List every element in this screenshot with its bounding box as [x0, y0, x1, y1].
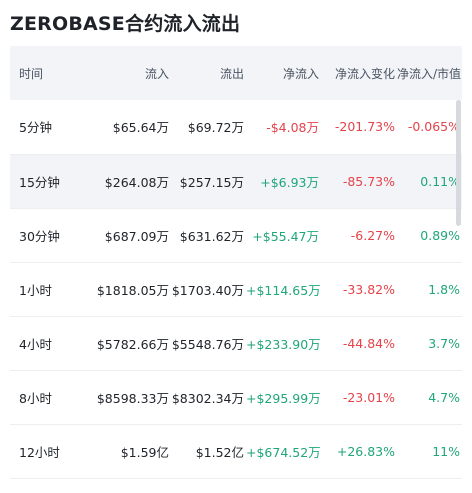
row-outflow-cell: $5548.76万	[171, 336, 244, 352]
row-net-inflow-cell: +$233.90万	[246, 336, 321, 352]
row-time-cell: 5分钟	[19, 120, 52, 136]
row-outflow-cell: $1703.40万	[171, 282, 244, 298]
table-row[interactable]: 4小时 $5782.66万 $5548.76万 +$233.90万 -44.84% 3.7…	[10, 316, 462, 370]
row-net-ratio-cell: -0.065%	[407, 119, 460, 135]
row-net-change-cell: -23.01%	[342, 389, 395, 405]
vertical-scrollbar[interactable]	[456, 100, 461, 226]
row-time-cell: 15分钟	[19, 174, 60, 190]
row-net-inflow-cell: +$295.99万	[246, 390, 321, 406]
row-inflow-cell: $687.09万	[104, 228, 169, 244]
table-row[interactable]: 1小时 $1818.05万 $1703.40万 +$114.65万 -33.82% 1.8…	[10, 262, 462, 316]
row-outflow-cell: $1.52亿	[195, 444, 244, 460]
table-row[interactable]: 12小时 $1.59亿 $1.52亿 +$674.52万 +26.83% 11%	[10, 424, 462, 478]
row-outflow-cell: $631.62万	[179, 228, 244, 244]
row-net-inflow-cell: +$6.93万	[260, 174, 319, 190]
row-net-change-cell: -201.73%	[334, 119, 395, 135]
column-header-net-change: 净流入变化	[334, 66, 395, 81]
page-title: ZEROBASE合约流入流出	[10, 13, 241, 35]
row-net-ratio-cell: 11%	[432, 443, 460, 459]
table-row[interactable]: 5分钟 $65.64万 $69.72万 -$4.08万 -201.73% -0.065%	[10, 100, 462, 154]
column-header-outflow: 流出	[219, 66, 244, 81]
row-net-ratio-cell: 4.7%	[428, 389, 460, 405]
table-row[interactable]: 8小时 $8598.33万 $8302.34万 +$295.99万 -23.01% 4.7…	[10, 370, 462, 424]
row-net-inflow-cell: +$55.47万	[252, 228, 319, 244]
table-header-row: 时间 流入 流出 净流入 净流入变化 净流入/市值	[10, 46, 462, 100]
row-outflow-cell: $257.15万	[179, 174, 244, 190]
row-time-cell: 12小时	[19, 444, 60, 460]
row-net-change-cell: -33.82%	[342, 281, 395, 297]
row-net-ratio-cell: 1.8%	[428, 281, 460, 297]
column-header-net-inflow: 净流入	[282, 66, 319, 81]
row-net-change-cell: -6.27%	[350, 227, 395, 243]
row-net-inflow-cell: -$4.08万	[266, 120, 319, 136]
row-net-inflow-cell: +$114.65万	[246, 282, 321, 298]
row-net-ratio-cell: 0.89%	[420, 227, 460, 243]
row-time-cell: 4小时	[19, 336, 52, 352]
row-outflow-cell: $8302.34万	[171, 390, 244, 406]
row-net-inflow-cell: +$674.52万	[246, 444, 321, 460]
row-time-cell: 1小时	[19, 282, 52, 298]
row-inflow-cell: $5782.66万	[96, 336, 169, 352]
row-net-change-cell: +26.83%	[336, 443, 395, 459]
row-net-ratio-cell: 3.7%	[428, 335, 460, 351]
row-net-ratio-cell: 0.11%	[420, 173, 460, 189]
column-header-time: 时间	[19, 66, 44, 81]
row-time-cell: 8小时	[19, 390, 52, 406]
column-header-inflow: 流入	[144, 66, 169, 81]
table-row[interactable]: 15分钟 $264.08万 $257.15万 +$6.93万 -85.73% 0.11%	[10, 154, 462, 208]
row-outflow-cell: $69.72万	[187, 120, 244, 136]
row-inflow-cell: $264.08万	[104, 174, 169, 190]
row-inflow-cell: $8598.33万	[96, 390, 169, 406]
flow-table-container: 时间 流入 流出 净流入 净流入变化 净流入/市值 5分钟 $65.64万 $69.…	[10, 46, 462, 493]
row-inflow-cell: $1.59亿	[120, 444, 169, 460]
row-inflow-cell: $1818.05万	[96, 282, 169, 298]
row-net-change-cell: -85.73%	[342, 173, 395, 189]
flow-table: 时间 流入 流出 净流入 净流入变化 净流入/市值 5分钟 $65.64万 $69.…	[10, 46, 462, 479]
row-inflow-cell: $65.64万	[112, 120, 169, 136]
row-time-cell: 30分钟	[19, 228, 60, 244]
table-row[interactable]: 30分钟 $687.09万 $631.62万 +$55.47万 -6.27% 0.89%	[10, 208, 462, 262]
column-header-net-ratio: 净流入/市值	[397, 66, 462, 81]
row-net-change-cell: -44.84%	[342, 335, 395, 351]
